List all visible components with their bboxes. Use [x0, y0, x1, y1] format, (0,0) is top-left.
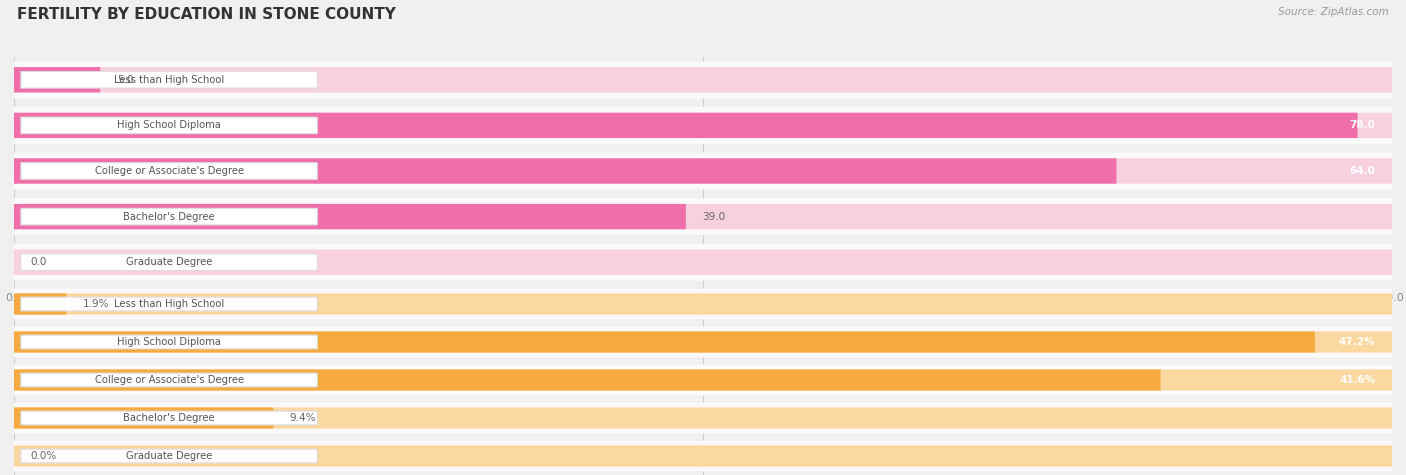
Text: College or Associate's Degree: College or Associate's Degree [94, 375, 243, 385]
FancyBboxPatch shape [14, 408, 1392, 428]
Text: 78.0: 78.0 [1350, 120, 1375, 131]
FancyBboxPatch shape [14, 158, 1392, 184]
FancyBboxPatch shape [14, 289, 1392, 319]
Text: 9.4%: 9.4% [290, 413, 316, 423]
Text: 64.0: 64.0 [1350, 166, 1375, 176]
FancyBboxPatch shape [14, 67, 100, 93]
FancyBboxPatch shape [14, 244, 1392, 281]
FancyBboxPatch shape [21, 117, 318, 133]
FancyBboxPatch shape [14, 441, 1392, 471]
FancyBboxPatch shape [14, 113, 1358, 138]
Text: 0.0%: 0.0% [31, 451, 56, 461]
FancyBboxPatch shape [14, 403, 1392, 433]
Text: High School Diploma: High School Diploma [117, 120, 221, 131]
Text: Bachelor's Degree: Bachelor's Degree [124, 211, 215, 222]
FancyBboxPatch shape [14, 204, 1392, 229]
Text: 1.9%: 1.9% [83, 299, 110, 309]
Text: College or Associate's Degree: College or Associate's Degree [94, 166, 243, 176]
FancyBboxPatch shape [14, 61, 1392, 98]
FancyBboxPatch shape [14, 152, 1392, 190]
FancyBboxPatch shape [14, 204, 686, 229]
FancyBboxPatch shape [14, 365, 1392, 395]
FancyBboxPatch shape [14, 327, 1392, 357]
Text: 47.2%: 47.2% [1339, 337, 1375, 347]
FancyBboxPatch shape [14, 158, 1116, 184]
FancyBboxPatch shape [14, 294, 66, 314]
FancyBboxPatch shape [14, 67, 1392, 93]
FancyBboxPatch shape [14, 294, 1392, 314]
FancyBboxPatch shape [14, 249, 1392, 275]
FancyBboxPatch shape [21, 163, 318, 179]
FancyBboxPatch shape [14, 446, 1392, 466]
FancyBboxPatch shape [21, 254, 318, 270]
Text: Graduate Degree: Graduate Degree [127, 451, 212, 461]
FancyBboxPatch shape [21, 209, 318, 225]
Text: 39.0: 39.0 [703, 211, 725, 222]
Text: Graduate Degree: Graduate Degree [127, 257, 212, 267]
Text: 5.0: 5.0 [117, 75, 134, 85]
Text: 41.6%: 41.6% [1339, 375, 1375, 385]
FancyBboxPatch shape [21, 297, 318, 311]
FancyBboxPatch shape [14, 332, 1315, 352]
FancyBboxPatch shape [14, 107, 1392, 144]
Text: Bachelor's Degree: Bachelor's Degree [124, 413, 215, 423]
FancyBboxPatch shape [14, 198, 1392, 235]
FancyBboxPatch shape [14, 408, 273, 428]
Text: FERTILITY BY EDUCATION IN STONE COUNTY: FERTILITY BY EDUCATION IN STONE COUNTY [17, 7, 395, 22]
FancyBboxPatch shape [21, 72, 318, 88]
Text: Less than High School: Less than High School [114, 299, 224, 309]
Text: Source: ZipAtlas.com: Source: ZipAtlas.com [1278, 7, 1389, 17]
FancyBboxPatch shape [14, 113, 1392, 138]
Text: High School Diploma: High School Diploma [117, 337, 221, 347]
FancyBboxPatch shape [14, 370, 1160, 390]
FancyBboxPatch shape [14, 370, 1392, 390]
Text: 0.0: 0.0 [31, 257, 46, 267]
FancyBboxPatch shape [21, 335, 318, 349]
FancyBboxPatch shape [21, 373, 318, 387]
FancyBboxPatch shape [14, 332, 1392, 352]
FancyBboxPatch shape [21, 449, 318, 463]
Text: Less than High School: Less than High School [114, 75, 224, 85]
FancyBboxPatch shape [21, 411, 318, 425]
